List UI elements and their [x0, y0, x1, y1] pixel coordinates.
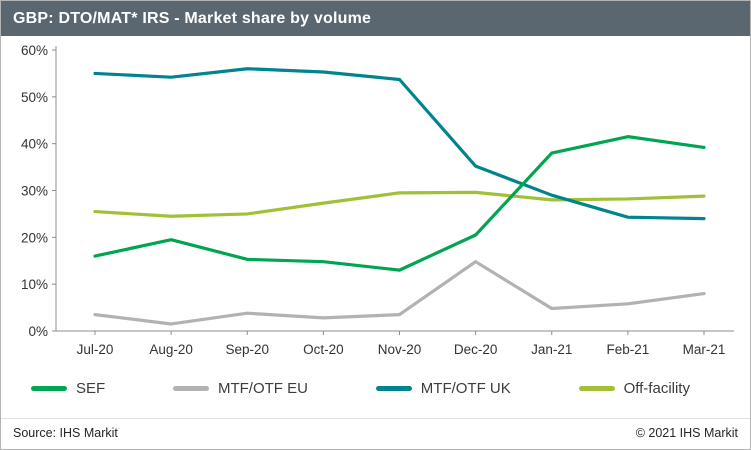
legend-label: MTF/OTF UK [420, 380, 511, 397]
x-axis-label: Feb-21 [606, 342, 649, 357]
line-chart: 0% 10% 20% 30% 40% 50% 60% Jul-20 Aug-20 Sep-20 Oc… [21, 43, 734, 357]
legend-item-sef: SEF [31, 380, 105, 397]
y-axis-label: 20% [21, 230, 48, 245]
legend-swatch [172, 386, 209, 391]
header: GBP: DTO/MAT* IRS - Market share by volu… [1, 1, 750, 36]
legend-item-mtf-otf-uk: MTF/OTF UK [375, 380, 511, 397]
legend-label: Off-facility [623, 380, 690, 397]
x-axis-label: Sep-20 [225, 342, 269, 357]
y-axis-label: 0% [28, 324, 48, 339]
series-line-mtf-otf-uk [93, 67, 706, 221]
legend-swatch [375, 386, 412, 391]
copyright-note: © 2021 IHS Markit [635, 426, 738, 440]
page-title: GBP: DTO/MAT* IRS - Market share by volu… [13, 9, 372, 27]
legend-label: SEF [76, 380, 106, 397]
x-axis-label: Mar-21 [683, 342, 726, 357]
legend-label: MTF/OTF EU [217, 380, 308, 397]
y-axis-label: 10% [21, 277, 48, 292]
y-axis-label: 30% [21, 184, 48, 199]
y-axis-label: 40% [21, 137, 48, 152]
legend-swatch [31, 386, 67, 391]
x-axis-label: Jan-21 [531, 342, 572, 357]
x-axis-label: Nov-20 [378, 342, 422, 357]
y-axis-label: 60% [21, 43, 48, 58]
legend: SEF MTF/OTF EU MTF/OTF UK Off-facility [1, 380, 750, 397]
y-axis-label: 50% [21, 90, 48, 105]
footer: Source: IHS Markit © 2021 IHS Markit [1, 418, 750, 449]
source-note: Source: IHS Markit [13, 426, 118, 440]
x-axis-label: Aug-20 [149, 342, 193, 357]
x-axis-label: Oct-20 [303, 342, 344, 357]
series-line-mtf-otf-eu [93, 260, 706, 326]
series-line-off-facility [93, 190, 706, 218]
x-axis-label: Dec-20 [454, 342, 498, 357]
legend-item-off-facility: Off-facility [578, 380, 690, 397]
series-line-sef [93, 135, 706, 272]
legend-item-mtf-otf-eu: MTF/OTF EU [172, 380, 308, 397]
legend-swatch [578, 386, 615, 391]
x-axis-label: Jul-20 [77, 342, 114, 357]
